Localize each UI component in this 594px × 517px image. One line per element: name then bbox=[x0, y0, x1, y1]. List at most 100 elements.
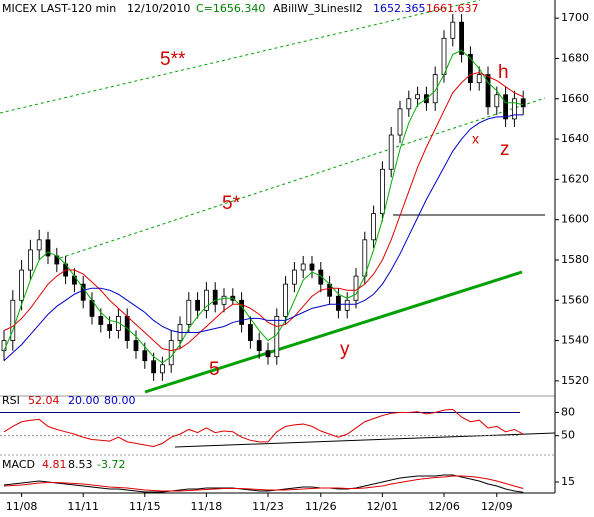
header-text: 1661.637 bbox=[426, 2, 479, 15]
y-tick-label: 80 bbox=[561, 405, 575, 418]
annotation: 5* bbox=[222, 193, 241, 214]
y-tick-label: 1660 bbox=[561, 92, 589, 105]
candle-body bbox=[142, 350, 148, 362]
candle-body bbox=[335, 295, 341, 311]
annotation: y bbox=[340, 339, 350, 360]
header-text: 20.00 bbox=[68, 394, 100, 407]
candle-body bbox=[159, 364, 165, 374]
candle-body bbox=[247, 324, 253, 341]
candle-body bbox=[503, 94, 509, 120]
header-text: -3.72 bbox=[97, 458, 125, 471]
rsi-trend-line bbox=[174, 432, 556, 448]
series-line bbox=[3, 49, 524, 364]
header-text: 8.53 bbox=[68, 458, 93, 471]
candle-body bbox=[512, 98, 517, 120]
x-tick-label: 11/18 bbox=[191, 500, 223, 513]
header-text: RSI bbox=[2, 394, 20, 407]
candle-body bbox=[151, 360, 157, 374]
candle-body bbox=[186, 299, 192, 325]
header-text: 52.04 bbox=[28, 394, 60, 407]
y-tick-label: 1680 bbox=[561, 51, 589, 64]
candle-body bbox=[19, 269, 25, 301]
candle-body bbox=[397, 108, 403, 136]
annotation: h bbox=[498, 62, 509, 83]
candle-body bbox=[371, 213, 377, 241]
candle-body bbox=[36, 239, 42, 251]
candle-body bbox=[379, 168, 385, 215]
header-text: 1652.365 bbox=[373, 2, 426, 15]
x-tick-label: 11/23 bbox=[252, 500, 284, 513]
candle-body bbox=[467, 54, 473, 84]
candle-body bbox=[432, 74, 438, 104]
candle-body bbox=[203, 289, 209, 311]
candle-body bbox=[80, 283, 86, 301]
candle-body bbox=[476, 74, 482, 84]
trend-support bbox=[144, 270, 523, 394]
candle-body bbox=[195, 299, 201, 311]
y-tick-label: 50 bbox=[561, 429, 575, 442]
candle-body bbox=[265, 350, 271, 358]
candle-body bbox=[300, 263, 306, 271]
series-line bbox=[3, 475, 524, 492]
candle-body bbox=[168, 340, 174, 366]
y-tick-label: 1520 bbox=[561, 374, 589, 387]
header-text: 4.81 bbox=[42, 458, 67, 471]
trend-channel-upper bbox=[0, 0, 481, 114]
y-tick-label: 1620 bbox=[561, 172, 589, 185]
candle-body bbox=[283, 283, 289, 317]
header-text: MICEX LAST-120 min bbox=[2, 2, 116, 15]
header-text: MACD bbox=[2, 458, 35, 471]
candle-body bbox=[212, 289, 218, 305]
y-tick-label: 1640 bbox=[561, 132, 589, 145]
x-tick-label: 11/26 bbox=[305, 500, 337, 513]
candle-body bbox=[309, 263, 315, 271]
candle-body bbox=[221, 295, 227, 305]
candle-body bbox=[10, 299, 16, 341]
candle-body bbox=[450, 21, 456, 39]
header-text: 80.00 bbox=[104, 394, 136, 407]
x-tick-label: 11/08 bbox=[6, 500, 38, 513]
candle-body bbox=[459, 21, 465, 55]
x-tick-label: 12/06 bbox=[428, 500, 460, 513]
candle-body bbox=[344, 299, 350, 311]
candle-body bbox=[318, 269, 324, 285]
candle-body bbox=[415, 94, 421, 100]
candle-body bbox=[485, 74, 491, 108]
candle-body bbox=[274, 316, 280, 358]
candle-body bbox=[98, 316, 104, 325]
series-line bbox=[3, 408, 524, 448]
candle-body bbox=[291, 269, 297, 285]
annotation: 5** bbox=[160, 49, 186, 70]
header-text: ABillW_3LinesII2 bbox=[273, 2, 363, 15]
y-tick-label: 1580 bbox=[561, 253, 589, 266]
candle-body bbox=[45, 239, 51, 257]
header-text: C=1656.340 bbox=[196, 2, 265, 15]
candle-body bbox=[256, 340, 262, 352]
series-line bbox=[3, 114, 524, 362]
candle-body bbox=[494, 94, 500, 108]
y-tick-label: 15 bbox=[561, 475, 575, 488]
annotation: 5 bbox=[209, 359, 220, 380]
candle-body bbox=[239, 299, 245, 325]
candle-body bbox=[353, 275, 359, 301]
candle-body bbox=[107, 324, 112, 331]
trend-channel-lower bbox=[59, 97, 546, 259]
annotation: x bbox=[472, 131, 479, 147]
annotation: z bbox=[500, 139, 510, 160]
candle-body bbox=[406, 98, 412, 110]
series-line bbox=[3, 72, 524, 352]
x-tick-label: 11/15 bbox=[129, 500, 161, 513]
candle-body bbox=[1, 340, 7, 352]
y-tick-label: 1700 bbox=[561, 11, 589, 24]
candle-body bbox=[388, 134, 394, 170]
candle-body bbox=[133, 340, 139, 352]
header-text: 12/10/2010 bbox=[127, 2, 190, 15]
x-tick-label: 12/09 bbox=[481, 500, 513, 513]
candle-body bbox=[441, 37, 447, 75]
x-tick-label: 12/01 bbox=[367, 500, 399, 513]
series-line bbox=[3, 474, 524, 493]
y-tick-label: 1540 bbox=[561, 334, 589, 347]
x-tick-label: 11/11 bbox=[67, 500, 99, 513]
